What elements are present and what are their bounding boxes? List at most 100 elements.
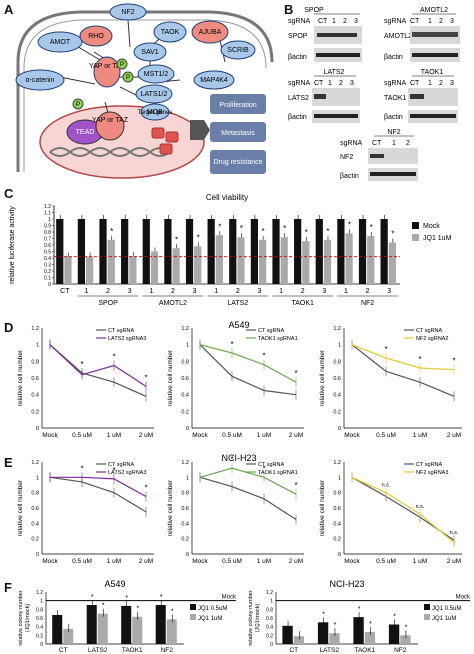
node-p-1: P (120, 62, 124, 68)
x-tick-label: 2 (301, 288, 305, 295)
y-tick-label: 0.4 (181, 521, 189, 527)
bar (64, 256, 72, 284)
x-tick-label: 3 (387, 288, 391, 295)
series-line (199, 344, 297, 396)
x-tick-label: 2 (366, 288, 370, 295)
blot-lats2-lane-2: 2 (339, 80, 343, 87)
y-axis-label: (JQ1/mock) (255, 604, 261, 633)
reference-label: Mock (456, 595, 471, 601)
x-tick-label: 1 (279, 288, 283, 295)
x-tick-label: Mock (192, 558, 208, 565)
x-tick-label: LATS2 (320, 647, 340, 654)
outcome-metastasis: Metastasis (221, 130, 255, 137)
group-label: TAOK1 (291, 300, 314, 307)
x-tick-label: 0.5 uM (222, 558, 242, 565)
x-tick-label: 2 uM (289, 432, 303, 439)
y-axis-label: relative cell number (167, 479, 174, 536)
bar (259, 239, 267, 284)
blot-nf2-lane-2: 2 (406, 140, 410, 147)
node-sav1: SAV1 (141, 49, 158, 56)
panel-label-c: C (4, 186, 14, 201)
chart-title: NCI-H23 (329, 579, 364, 589)
significance-star: * (110, 227, 113, 236)
y-tick-label: 0.5 (44, 250, 51, 256)
bar (364, 631, 376, 644)
y-axis-label: relative cell number (319, 349, 326, 406)
significance-star: * (294, 369, 297, 378)
bar (194, 246, 202, 284)
legend-label: CT sgRNA (416, 462, 443, 468)
significance-star: * (305, 228, 308, 237)
x-tick-label: 3 (193, 288, 197, 295)
blot-amotl2-actin: βactin (384, 54, 403, 61)
series-line (199, 467, 297, 495)
chart-colony-a549: A549 relative colony number (JQ1/mock) 0 0.2… (18, 579, 237, 654)
significance-star: * (102, 603, 105, 610)
y-tick-label: 0 (36, 426, 39, 432)
bar (121, 605, 132, 644)
x-tick-label: 0.5 uM (376, 432, 396, 439)
x-tick-label: 1 (344, 288, 348, 295)
blot-taok1-sgrna: sgRNA (384, 80, 407, 87)
bar (166, 619, 177, 644)
blot-spop-target: SPOP (288, 33, 308, 40)
significance-star: * (112, 353, 115, 362)
chart-a549-lats2: relative cell number 0 0.2 0.4 0.6 0.8 1 1.2 Moc… (17, 326, 154, 439)
group-label: AMOTL2 (159, 300, 187, 307)
bar (329, 633, 340, 644)
series-line (199, 476, 297, 521)
bar (185, 219, 194, 284)
bar (77, 219, 86, 284)
significance-star: * (160, 594, 163, 601)
y-tick-label: 0.2 (31, 409, 39, 415)
x-tick-label: 2 uM (447, 432, 461, 439)
node-mst: MST1/2 (144, 71, 169, 78)
significance-star: * (125, 595, 128, 602)
bar (282, 625, 293, 644)
legend-label: JQ1 0.5uM (432, 606, 461, 612)
bar (172, 248, 180, 284)
legend-label: NF2 sgRNA3 (416, 470, 448, 476)
significance-star: * (91, 594, 94, 601)
bar (107, 239, 115, 284)
y-tick-label: 0.8 (36, 607, 43, 613)
bar (121, 219, 129, 284)
significance-label: n.s. (382, 483, 391, 489)
series-line (49, 344, 147, 387)
chart-a549-nf2: relative cell number 0 0.2 0.4 0.6 0.8 1 1.2 Moc… (319, 326, 462, 439)
blot-spop-actin: βactin (288, 54, 307, 61)
chart-colony-h23: NCI-H23 relative colony number (JQ1/mock) 0… (248, 579, 471, 654)
reference-label: Mock (222, 595, 237, 601)
node-yap-taz: YAP or TAZ (89, 63, 126, 70)
significance-star: * (230, 455, 233, 464)
panel-label-b: B (284, 2, 294, 17)
legend-swatch (190, 614, 196, 620)
legend-label: LATS2 sgRNA3 (108, 336, 146, 342)
y-tick-label: 0.3 (44, 263, 51, 269)
x-tick-label: 0.5 uM (72, 432, 92, 439)
y-axis-label: relative colony number (248, 590, 254, 646)
bar (56, 219, 64, 284)
y-tick-label: 0.4 (36, 625, 43, 631)
blot-lats2-lane-1: 1 (328, 80, 332, 87)
y-tick-label: 0.4 (333, 393, 341, 399)
series-line (49, 476, 147, 513)
legend-label: CT sgRNA (258, 462, 285, 468)
x-tick-label: 1 (214, 288, 218, 295)
node-mob: MOB (147, 109, 163, 116)
significance-star: * (230, 340, 233, 349)
significance-star: * (294, 481, 297, 490)
significance-star: * (348, 220, 351, 229)
node-rho: RHO (88, 33, 104, 40)
significance-star: * (136, 606, 139, 613)
legend-label: JQ1 0.5uM (198, 606, 227, 612)
y-tick-label: 1.2 (36, 590, 43, 596)
y-axis-label: relative cell number (17, 479, 24, 536)
series-line (351, 476, 455, 541)
y-tick-label: 1.2 (333, 460, 341, 466)
significance-star: * (358, 606, 361, 613)
bar (155, 605, 166, 644)
node-ajuba: AJUBA (199, 29, 222, 36)
significance-star: * (452, 357, 455, 366)
y-tick-label: 1.2 (31, 460, 39, 466)
